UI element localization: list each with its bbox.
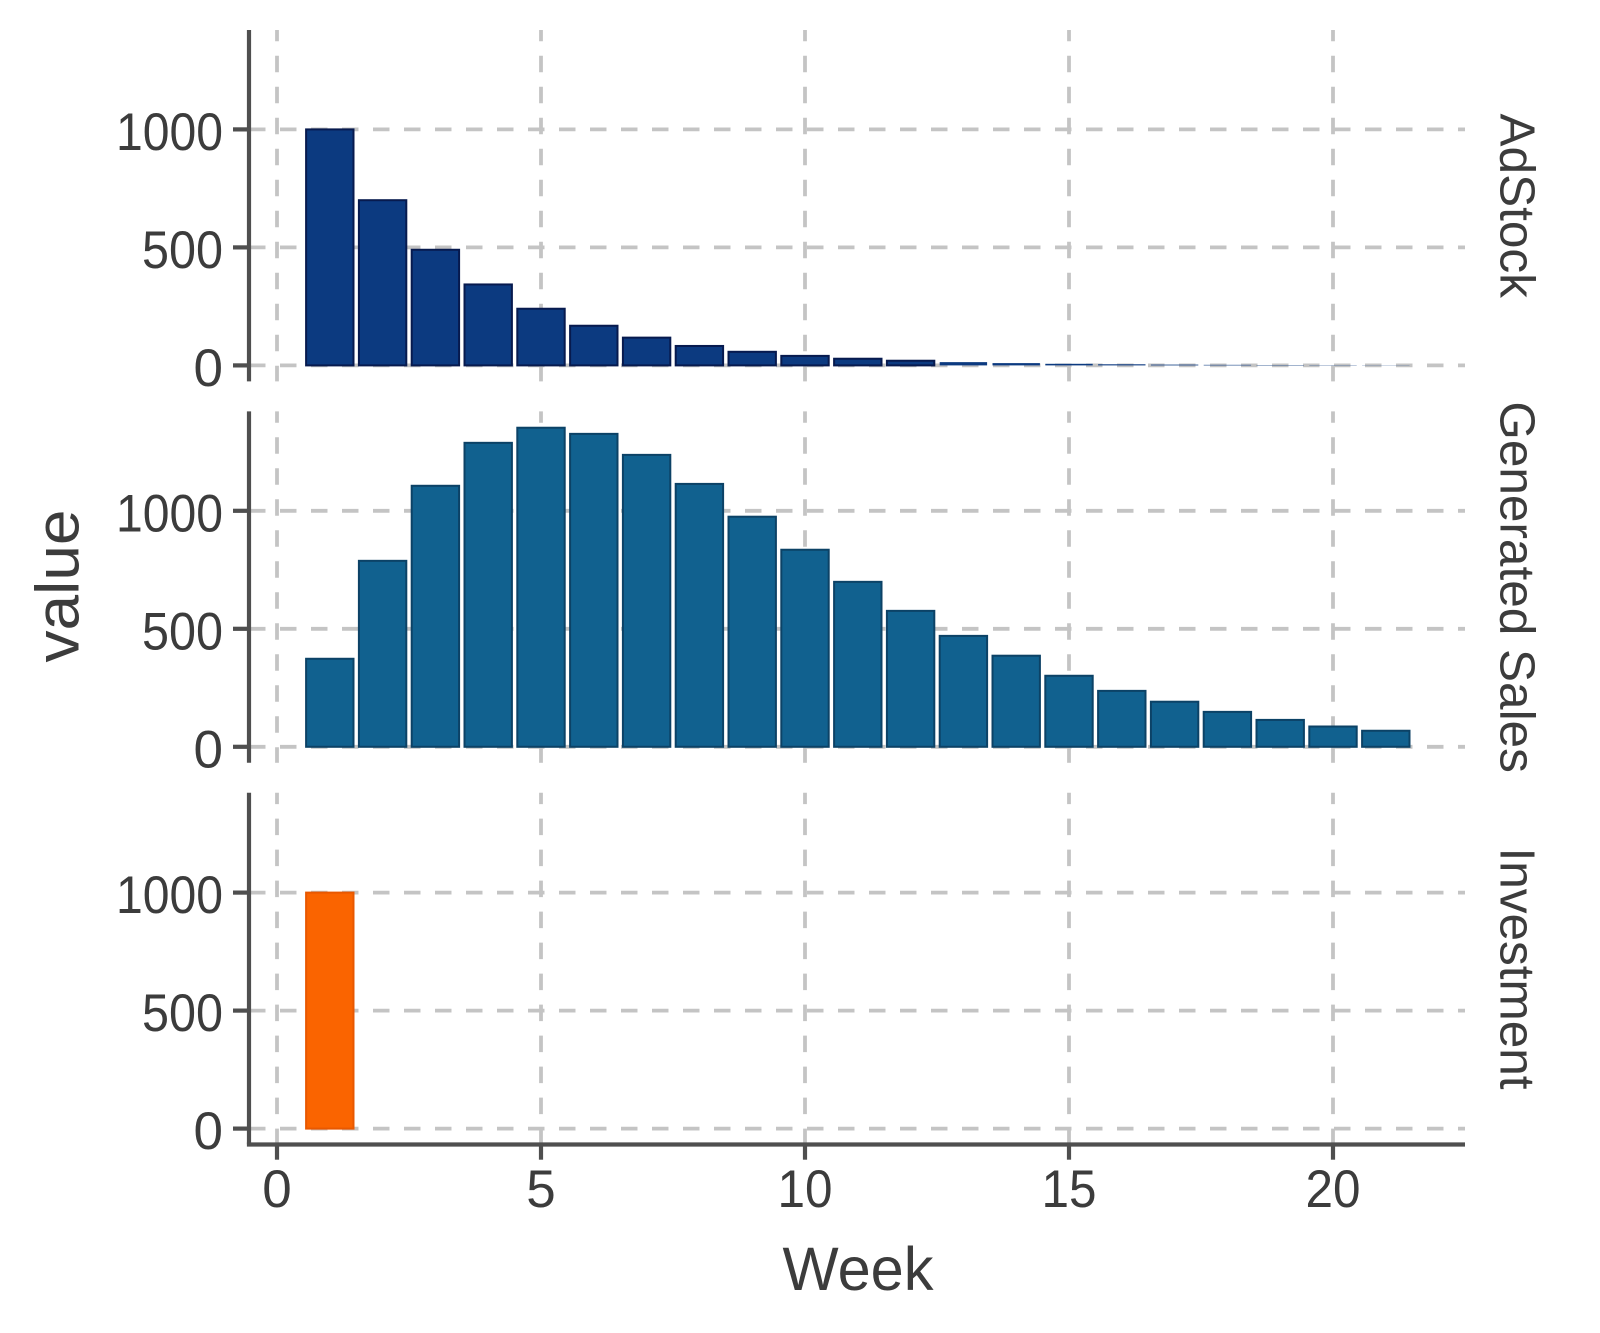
svg-text:1000: 1000: [116, 866, 223, 925]
svg-text:500: 500: [142, 602, 223, 661]
svg-text:5: 5: [526, 1160, 555, 1219]
svg-text:0: 0: [194, 339, 223, 398]
svg-text:Generated Sales: Generated Sales: [1490, 401, 1545, 773]
svg-text:AdStock: AdStock: [1490, 114, 1545, 299]
svg-text:Week: Week: [783, 1235, 934, 1303]
svg-text:500: 500: [142, 984, 223, 1043]
svg-text:0: 0: [262, 1160, 291, 1219]
svg-text:20: 20: [1306, 1160, 1361, 1219]
svg-text:1000: 1000: [116, 103, 223, 162]
svg-text:500: 500: [142, 221, 223, 280]
svg-text:10: 10: [778, 1160, 833, 1219]
svg-text:15: 15: [1042, 1160, 1097, 1219]
svg-text:Investment: Investment: [1490, 847, 1545, 1089]
svg-text:1000: 1000: [116, 484, 223, 543]
svg-text:value: value: [24, 510, 92, 663]
svg-text:0: 0: [194, 720, 223, 779]
svg-text:0: 0: [194, 1102, 223, 1161]
